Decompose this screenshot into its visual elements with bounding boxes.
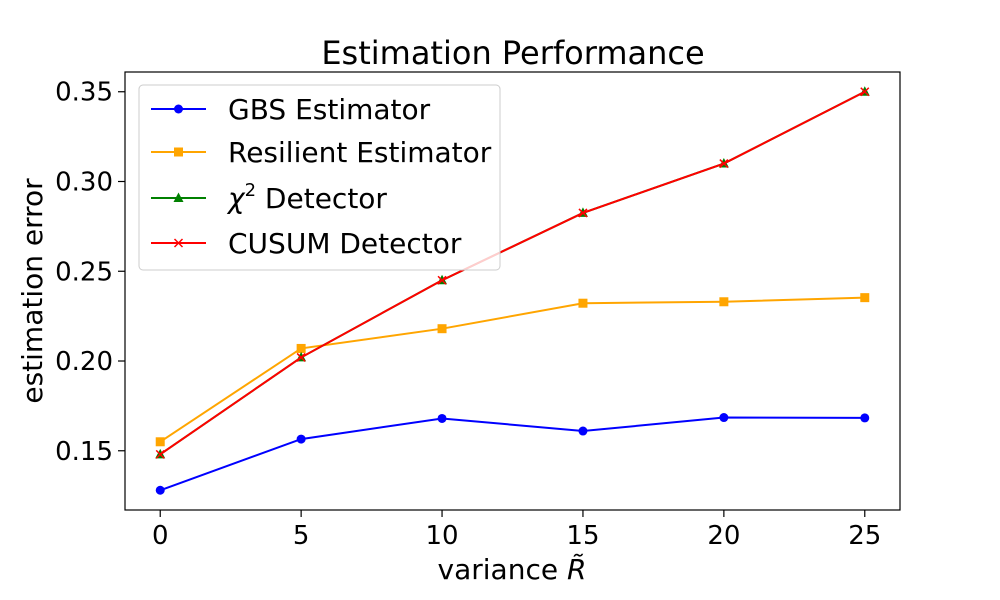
legend-label: Resilient Estimator: [228, 136, 492, 169]
x-tick-label: 20: [707, 521, 740, 551]
data-point: [719, 297, 729, 307]
data-point: [437, 324, 447, 334]
data-point: [155, 485, 165, 495]
x-tick-label: 25: [848, 521, 881, 551]
x-tick-label: 15: [566, 521, 599, 551]
data-point: [578, 426, 588, 436]
legend-box: [138, 84, 501, 271]
data-point: [296, 343, 306, 353]
legend-marker: [174, 104, 183, 114]
data-point: [578, 208, 588, 218]
y-tick-label: 0.20: [55, 347, 113, 377]
data-point: [719, 413, 729, 423]
x-tick-label: 10: [425, 521, 458, 551]
legend-marker: [173, 238, 184, 248]
plot-area: [124, 71, 901, 511]
data-point: [860, 87, 870, 97]
y-tick-label: 0.15: [55, 437, 113, 467]
legend-entry: χ2 Detector: [151, 180, 387, 215]
legend: GBS Estimator Resilient Estimator χ2 Detec…: [138, 84, 501, 271]
legend-marker: [174, 147, 183, 157]
x-axis-label: variance R̃: [438, 553, 587, 586]
series-layer: [155, 86, 870, 495]
series-line: [159, 416, 865, 492]
legend-label: GBS Estimator: [228, 93, 431, 126]
y-axis-label: estimation error: [16, 178, 49, 404]
x-tick-label: 5: [293, 521, 310, 551]
series-4: [155, 87, 870, 459]
data-point: [719, 159, 729, 169]
data-point: [155, 449, 165, 459]
series-1: [155, 413, 870, 495]
y-tick-label: 0.35: [55, 78, 113, 108]
y-tick-label: 0.25: [55, 257, 113, 287]
y-axis: 0.15 0.20 0.25 0.30 0.35: [55, 78, 125, 467]
data-point: [437, 413, 447, 423]
x-axis: 0 5 10 15 20 25: [152, 510, 881, 551]
x-tick-label: 0: [152, 521, 169, 551]
data-point: [860, 413, 870, 423]
legend-label: χ2 Detector: [226, 180, 387, 215]
x-axis-label-text: variance: [438, 553, 567, 586]
x-axis-label-symbol: R̃: [567, 553, 586, 586]
series-line: [159, 296, 865, 443]
data-point: [437, 275, 447, 285]
data-point: [296, 352, 306, 362]
series-2: [155, 293, 870, 447]
data-point: [296, 434, 306, 444]
data-point: [578, 298, 588, 308]
legend-entry: GBS Estimator: [151, 93, 431, 126]
legend-entry: CUSUM Detector: [151, 227, 462, 260]
series-line: [159, 90, 866, 456]
legend-label: CUSUM Detector: [228, 227, 462, 260]
y-tick-label: 0.30: [55, 168, 113, 198]
data-point: [155, 437, 165, 447]
legend-marker: [173, 192, 184, 202]
data-point: [860, 293, 870, 303]
legend-entry: Resilient Estimator: [151, 136, 492, 169]
chart-title: Estimation Performance: [321, 34, 704, 72]
